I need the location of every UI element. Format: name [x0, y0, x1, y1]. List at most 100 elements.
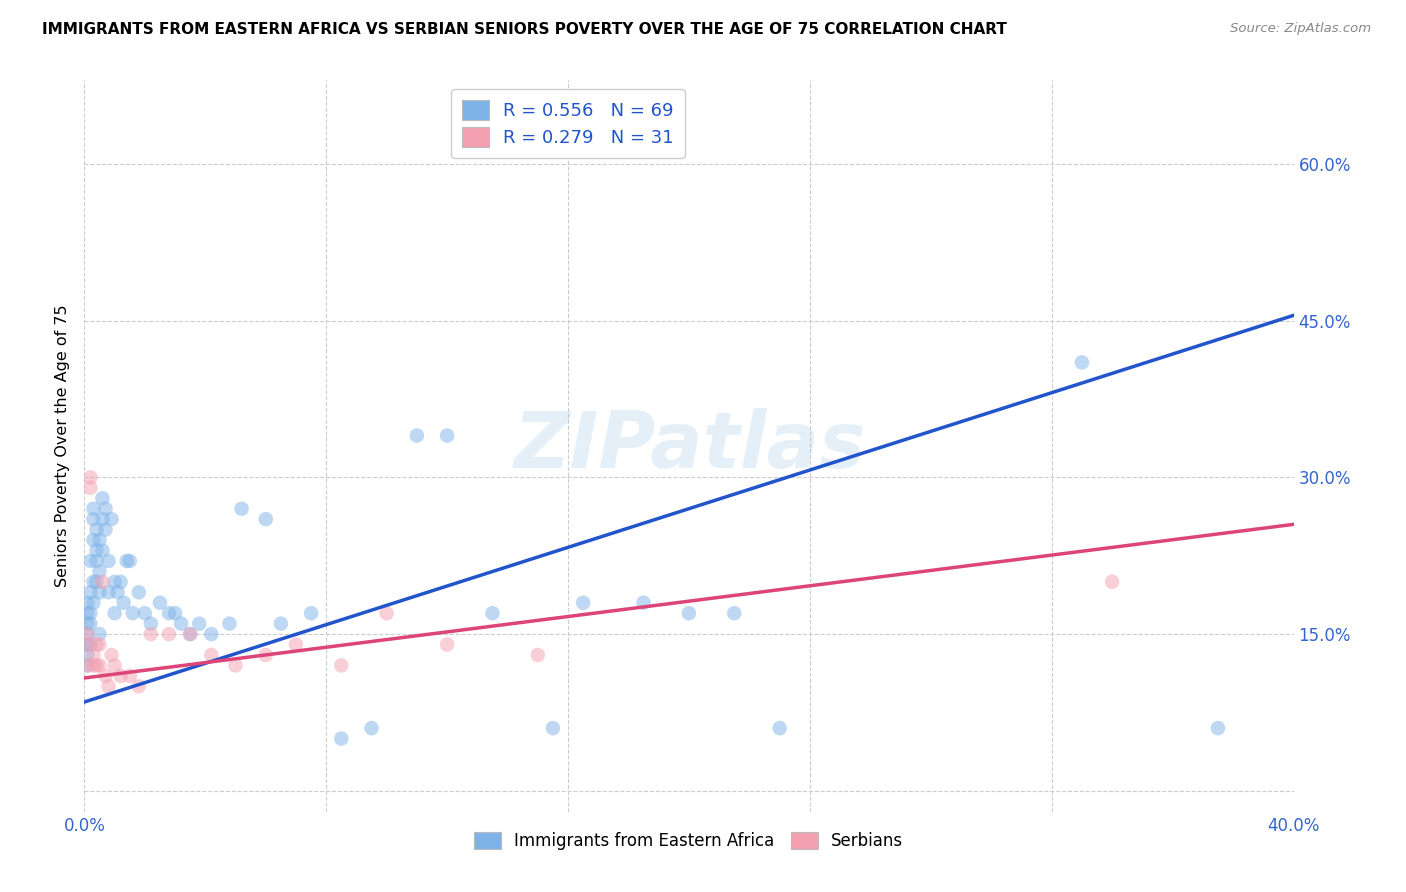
- Point: [200, 648, 222, 662]
- Point: [86, 638, 108, 652]
- Point: [79, 554, 101, 568]
- Point: [406, 428, 429, 442]
- Point: [76, 596, 98, 610]
- Point: [678, 606, 700, 620]
- Point: [104, 658, 127, 673]
- Point: [79, 585, 101, 599]
- Point: [179, 627, 201, 641]
- Point: [1101, 574, 1123, 589]
- Point: [179, 627, 201, 641]
- Text: IMMIGRANTS FROM EASTERN AFRICA VS SERBIAN SENIORS POVERTY OVER THE AGE OF 75 COR: IMMIGRANTS FROM EASTERN AFRICA VS SERBIA…: [42, 22, 1007, 37]
- Point: [76, 638, 98, 652]
- Point: [121, 606, 143, 620]
- Point: [86, 554, 108, 568]
- Text: Source: ZipAtlas.com: Source: ZipAtlas.com: [1230, 22, 1371, 36]
- Point: [82, 533, 104, 547]
- Point: [76, 606, 98, 620]
- Point: [91, 512, 114, 526]
- Point: [79, 470, 101, 484]
- Point: [91, 574, 114, 589]
- Point: [118, 669, 141, 683]
- Point: [157, 606, 180, 620]
- Point: [89, 627, 111, 641]
- Point: [270, 616, 292, 631]
- Point: [225, 658, 247, 673]
- Point: [100, 648, 122, 662]
- Point: [231, 501, 253, 516]
- Legend: Immigrants from Eastern Africa, Serbians: Immigrants from Eastern Africa, Serbians: [465, 823, 912, 858]
- Point: [436, 638, 458, 652]
- Text: ZIPatlas: ZIPatlas: [513, 408, 865, 484]
- Point: [769, 721, 792, 735]
- Point: [134, 606, 156, 620]
- Point: [97, 679, 120, 693]
- Point: [330, 731, 353, 746]
- Point: [112, 596, 135, 610]
- Point: [128, 585, 150, 599]
- Point: [723, 606, 745, 620]
- Point: [481, 606, 503, 620]
- Point: [110, 669, 132, 683]
- Point: [436, 428, 458, 442]
- Point: [76, 658, 98, 673]
- Point: [82, 574, 104, 589]
- Point: [218, 616, 240, 631]
- Point: [89, 638, 111, 652]
- Point: [110, 574, 132, 589]
- Point: [633, 596, 655, 610]
- Point: [299, 606, 322, 620]
- Point: [76, 616, 98, 631]
- Point: [104, 574, 127, 589]
- Point: [91, 543, 114, 558]
- Point: [285, 638, 308, 652]
- Point: [94, 669, 117, 683]
- Point: [79, 616, 101, 631]
- Point: [107, 585, 129, 599]
- Point: [330, 658, 353, 673]
- Point: [86, 574, 108, 589]
- Point: [82, 658, 104, 673]
- Point: [94, 501, 117, 516]
- Point: [128, 679, 150, 693]
- Point: [170, 616, 193, 631]
- Point: [89, 585, 111, 599]
- Point: [89, 533, 111, 547]
- Point: [104, 606, 127, 620]
- Point: [360, 721, 382, 735]
- Point: [76, 627, 98, 641]
- Point: [76, 627, 98, 641]
- Point: [79, 481, 101, 495]
- Point: [100, 512, 122, 526]
- Point: [97, 554, 120, 568]
- Point: [82, 512, 104, 526]
- Point: [82, 596, 104, 610]
- Point: [572, 596, 595, 610]
- Point: [118, 554, 141, 568]
- Point: [79, 606, 101, 620]
- Point: [139, 616, 162, 631]
- Point: [94, 523, 117, 537]
- Point: [254, 512, 277, 526]
- Point: [149, 596, 172, 610]
- Point: [200, 627, 222, 641]
- Point: [79, 638, 101, 652]
- Point: [82, 648, 104, 662]
- Point: [1071, 355, 1094, 369]
- Point: [76, 648, 98, 662]
- Point: [254, 648, 277, 662]
- Point: [1206, 721, 1229, 735]
- Point: [76, 638, 98, 652]
- Point: [86, 658, 108, 673]
- Point: [91, 491, 114, 506]
- Point: [165, 606, 187, 620]
- Point: [76, 658, 98, 673]
- Y-axis label: Seniors Poverty Over the Age of 75: Seniors Poverty Over the Age of 75: [55, 305, 70, 587]
- Point: [139, 627, 162, 641]
- Point: [375, 606, 398, 620]
- Point: [89, 658, 111, 673]
- Point: [89, 565, 111, 579]
- Point: [527, 648, 550, 662]
- Point: [97, 585, 120, 599]
- Point: [115, 554, 138, 568]
- Point: [86, 523, 108, 537]
